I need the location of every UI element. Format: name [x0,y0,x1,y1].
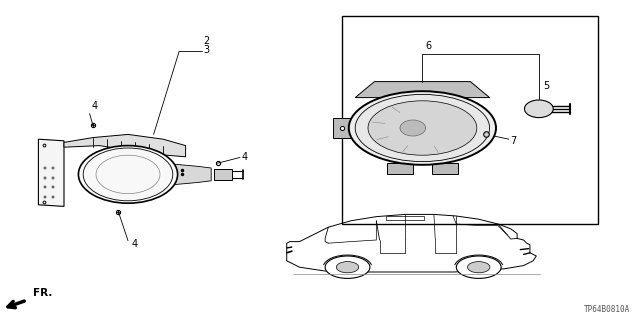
Circle shape [468,262,490,273]
Polygon shape [163,163,211,186]
Text: 5: 5 [543,81,549,91]
Text: 2: 2 [204,36,210,46]
Text: 4: 4 [131,239,138,249]
Bar [432,163,458,174]
Text: FR.: FR. [33,288,52,298]
Polygon shape [355,82,490,98]
Bar [342,16,598,224]
Circle shape [349,91,496,165]
Circle shape [368,101,477,155]
Bar [387,163,413,174]
Circle shape [355,94,490,162]
Ellipse shape [525,100,554,118]
Text: 6: 6 [426,41,432,51]
Polygon shape [64,134,186,157]
Circle shape [325,256,370,278]
Bar [333,118,352,138]
Bar [214,169,232,180]
Polygon shape [38,139,64,206]
Bar [386,216,424,220]
Text: 4: 4 [242,152,248,162]
Circle shape [456,256,501,278]
Text: 3: 3 [204,45,210,55]
Text: TP64B0810A: TP64B0810A [584,305,630,314]
Circle shape [337,262,359,273]
Ellipse shape [400,120,426,136]
Ellipse shape [79,146,178,203]
Text: 4: 4 [92,101,98,111]
Text: 7: 7 [510,136,516,146]
